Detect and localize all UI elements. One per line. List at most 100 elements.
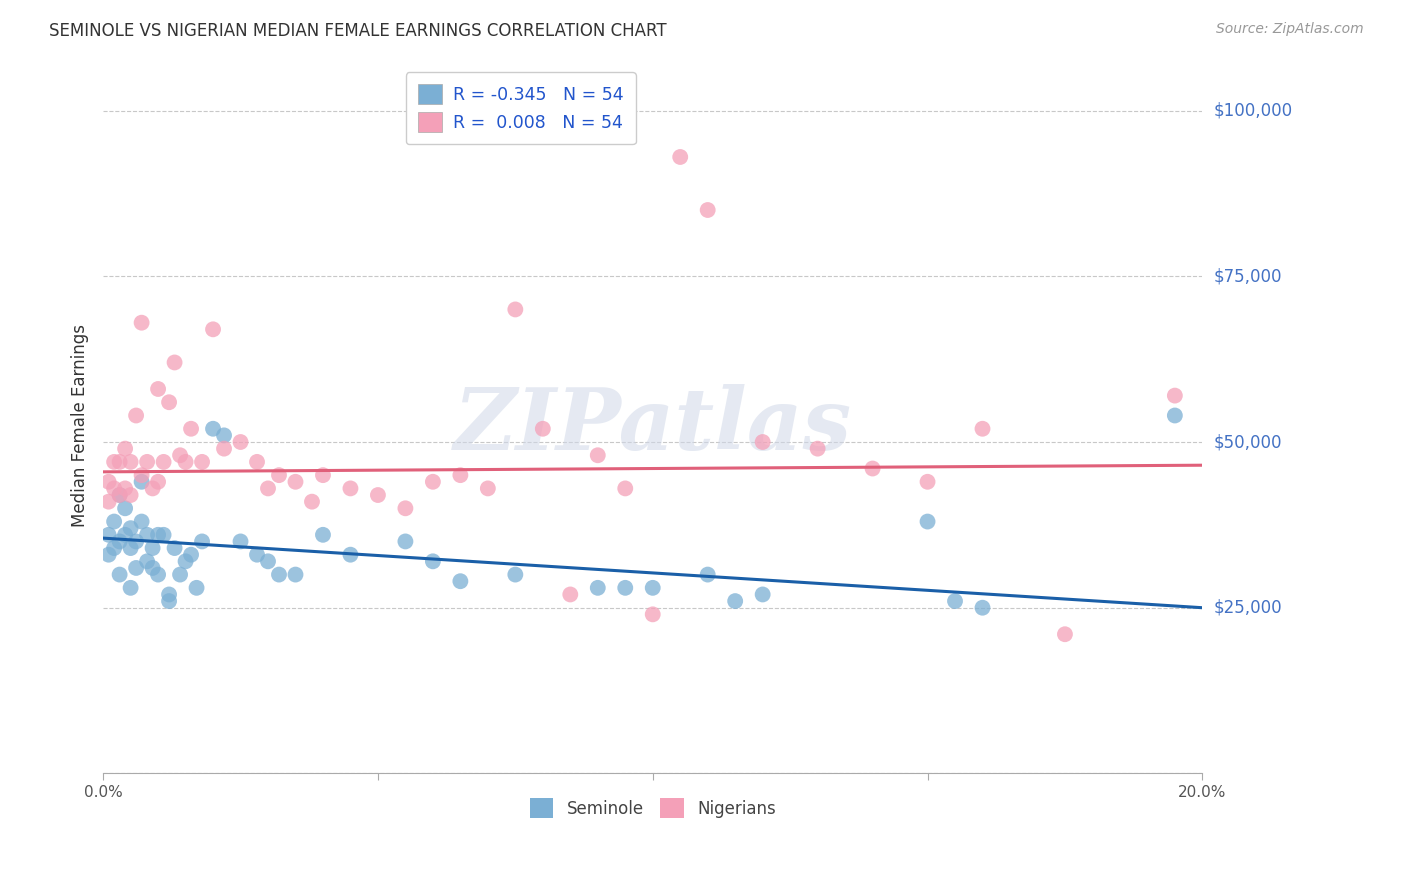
Point [120, 581, 142, 595]
Point [120, 488, 142, 502]
Point [142, 541, 165, 555]
Point [136, 528, 159, 542]
Point [724, 594, 747, 608]
Point [394, 534, 416, 549]
Point [246, 455, 269, 469]
Point [163, 541, 186, 555]
Point [136, 554, 159, 568]
Point [212, 442, 235, 456]
Point [972, 600, 994, 615]
Point [114, 482, 136, 496]
Point [146, 475, 169, 489]
Point [142, 482, 165, 496]
Point [146, 528, 169, 542]
Point [108, 488, 131, 502]
Point [97, 494, 120, 508]
Point [152, 455, 174, 469]
Point [136, 455, 159, 469]
Point [120, 455, 142, 469]
Point [157, 594, 180, 608]
Point [142, 561, 165, 575]
Point [131, 475, 153, 489]
Point [131, 515, 153, 529]
Point [108, 488, 131, 502]
Point [284, 567, 307, 582]
Point [257, 554, 280, 568]
Point [180, 422, 202, 436]
Point [229, 534, 252, 549]
Point [312, 528, 335, 542]
Point [103, 482, 125, 496]
Point [641, 607, 664, 622]
Point [477, 482, 499, 496]
Point [339, 548, 361, 562]
Point [449, 574, 471, 589]
Point [169, 567, 191, 582]
Point [751, 587, 773, 601]
Point [367, 488, 389, 502]
Text: $100,000: $100,000 [1213, 102, 1292, 120]
Point [108, 455, 131, 469]
Point [174, 554, 197, 568]
Point [186, 581, 208, 595]
Point [422, 554, 444, 568]
Point [169, 448, 191, 462]
Text: Source: ZipAtlas.com: Source: ZipAtlas.com [1216, 22, 1364, 37]
Y-axis label: Median Female Earnings: Median Female Earnings [72, 324, 89, 527]
Point [120, 521, 142, 535]
Point [131, 468, 153, 483]
Point [301, 494, 323, 508]
Point [505, 567, 527, 582]
Point [257, 482, 280, 496]
Point [163, 355, 186, 369]
Point [586, 448, 609, 462]
Point [108, 567, 131, 582]
Point [669, 150, 692, 164]
Text: $25,000: $25,000 [1213, 599, 1282, 616]
Point [191, 455, 214, 469]
Point [917, 475, 939, 489]
Point [267, 567, 290, 582]
Point [174, 455, 197, 469]
Point [1164, 389, 1187, 403]
Point [114, 528, 136, 542]
Text: $50,000: $50,000 [1213, 433, 1282, 451]
Point [972, 422, 994, 436]
Point [103, 541, 125, 555]
Point [125, 409, 148, 423]
Point [449, 468, 471, 483]
Text: ZIPatlas: ZIPatlas [454, 384, 852, 467]
Point [97, 528, 120, 542]
Point [751, 435, 773, 450]
Point [641, 581, 664, 595]
Point [103, 515, 125, 529]
Point [180, 548, 202, 562]
Point [943, 594, 966, 608]
Point [312, 468, 335, 483]
Point [1053, 627, 1076, 641]
Point [246, 548, 269, 562]
Point [157, 587, 180, 601]
Point [120, 541, 142, 555]
Point [1164, 409, 1187, 423]
Point [284, 475, 307, 489]
Point [696, 202, 718, 217]
Point [614, 482, 637, 496]
Point [97, 475, 120, 489]
Point [422, 475, 444, 489]
Point [114, 442, 136, 456]
Point [125, 561, 148, 575]
Point [505, 302, 527, 317]
Point [114, 501, 136, 516]
Point [696, 567, 718, 582]
Point [267, 468, 290, 483]
Point [560, 587, 582, 601]
Point [917, 515, 939, 529]
Point [862, 461, 884, 475]
Point [146, 382, 169, 396]
Point [103, 455, 125, 469]
Point [125, 534, 148, 549]
Point [586, 581, 609, 595]
Point [202, 322, 225, 336]
Point [807, 442, 830, 456]
